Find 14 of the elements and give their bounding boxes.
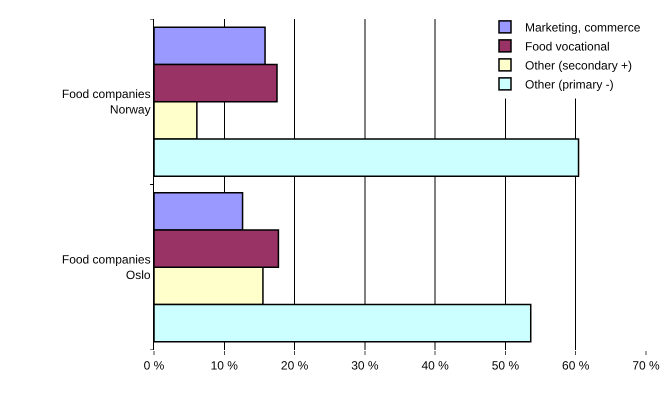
legend-label: Marketing, commerce bbox=[525, 20, 641, 35]
x-tick-label: 30 % bbox=[351, 358, 379, 372]
x-tick-label: 60 % bbox=[562, 358, 590, 372]
legend-label: Other (primary -) bbox=[525, 78, 614, 92]
x-tick-label: 20 % bbox=[280, 358, 309, 372]
x-tick-label: 10 % bbox=[210, 358, 238, 372]
legend-label: Other (secondary +) bbox=[525, 58, 632, 73]
x-tick-label: 50 % bbox=[492, 358, 520, 372]
x-tick-label: 40 % bbox=[421, 358, 450, 372]
legend-label: Food vocational bbox=[525, 40, 610, 54]
y-tick-label: Food companies Norway bbox=[62, 87, 151, 117]
x-tick-label: 70 % bbox=[632, 358, 660, 372]
x-tick-label: 0 % bbox=[144, 358, 165, 372]
y-tick-label: Food companies Oslo bbox=[62, 252, 151, 282]
